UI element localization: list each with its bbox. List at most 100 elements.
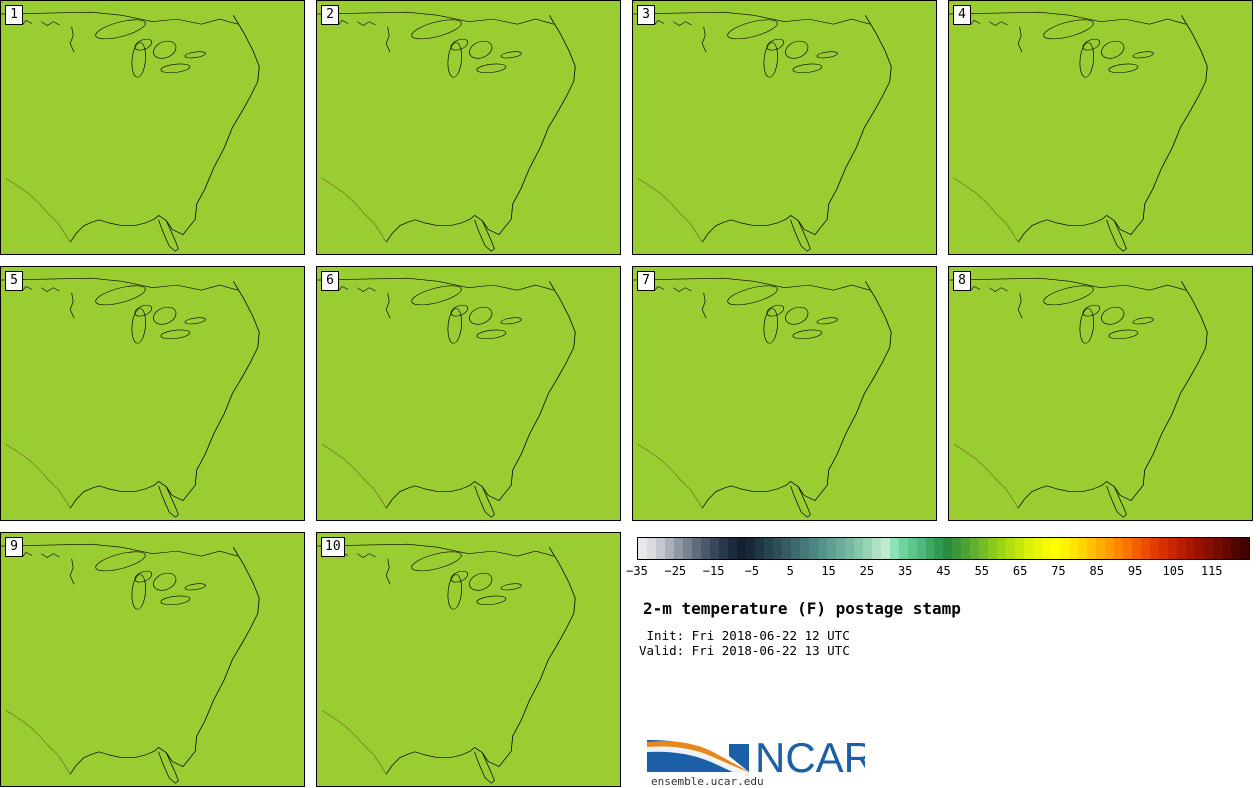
ncar-logo-mark <box>647 734 749 778</box>
colorbar-swatch <box>1132 538 1142 559</box>
colorbar-swatch <box>709 538 719 559</box>
colorbar-swatch <box>638 538 647 559</box>
colorbar-swatch <box>979 538 989 559</box>
colorbar-swatch <box>1221 538 1231 559</box>
colorbar-swatch <box>1230 538 1240 559</box>
colorbar-tick-label: −35 <box>626 564 648 578</box>
colorbar-swatch <box>1186 538 1196 559</box>
colorbar-swatch <box>1096 538 1106 559</box>
colorbar-swatch <box>1150 538 1160 559</box>
colorbar-swatch <box>889 538 899 559</box>
colorbar-swatch <box>853 538 863 559</box>
map-panel-7[interactable]: 7 <box>632 266 937 521</box>
colorbar-swatch <box>943 538 953 559</box>
colorbar-tick-label: 5 <box>787 564 794 578</box>
colorbar-swatch <box>745 538 755 559</box>
colorbar-swatch <box>700 538 710 559</box>
colorbar-swatch <box>844 538 854 559</box>
colorbar-tick-label: 75 <box>1051 564 1065 578</box>
colorbar-swatch <box>1159 538 1169 559</box>
colorbar-tick-label: 65 <box>1013 564 1027 578</box>
colorbar-swatch <box>808 538 818 559</box>
colorbar-swatch <box>898 538 908 559</box>
colorbar-swatch <box>790 538 800 559</box>
colorbar-swatch <box>781 538 791 559</box>
colorbar-tick-label: 15 <box>821 564 835 578</box>
colorbar-swatch <box>646 538 656 559</box>
panel-number-label: 6 <box>321 271 339 291</box>
colorbar-swatch <box>934 538 944 559</box>
colorbar-swatch <box>673 538 683 559</box>
panel-number-label: 1 <box>5 5 23 25</box>
colorbar-tick-label: 115 <box>1201 564 1223 578</box>
colorbar-swatch <box>1078 538 1088 559</box>
colorbar-swatch <box>727 538 737 559</box>
panel-number-label: 8 <box>953 271 971 291</box>
ncar-logo-text: NCAR <box>755 734 865 781</box>
colorbar-swatch <box>880 538 890 559</box>
colorbar-tick-label: 25 <box>860 564 874 578</box>
colorbar-swatch <box>952 538 962 559</box>
colorbar-swatch <box>826 538 836 559</box>
colorbar-swatch <box>916 538 926 559</box>
panel-number-label: 10 <box>321 537 345 557</box>
colorbar-legend: −35 −25 −15 −5 5 15 25 35 45 55 65 75 85 95 105 115 <box>626 537 1250 582</box>
colorbar-tick-label: 45 <box>936 564 950 578</box>
colorbar-swatch <box>754 538 764 559</box>
colorbar-swatch <box>835 538 845 559</box>
panel-number-label: 5 <box>5 271 23 291</box>
colorbar-swatch <box>1114 538 1124 559</box>
map-panel-6[interactable]: 6 <box>316 266 621 521</box>
colorbar-tick-label: −5 <box>745 564 759 578</box>
colorbar-swatch <box>997 538 1007 559</box>
colorbar-swatch <box>1141 538 1151 559</box>
colorbar-tick-label: −15 <box>703 564 725 578</box>
colorbar-swatch <box>664 538 674 559</box>
colorbar-swatch <box>1239 538 1249 559</box>
panel-number-label: 2 <box>321 5 339 25</box>
panel-number-label: 3 <box>637 5 655 25</box>
colorbar-swatch <box>1177 538 1187 559</box>
map-panel-3[interactable]: 3 <box>632 0 937 255</box>
colorbar-tick-label: −25 <box>664 564 686 578</box>
panel-number-label: 4 <box>953 5 971 25</box>
panel-number-label: 9 <box>5 537 23 557</box>
map-panel-2[interactable]: 2 <box>316 0 621 255</box>
colorbar-swatch <box>907 538 917 559</box>
colorbar-swatch <box>1123 538 1133 559</box>
map-panel-9[interactable]: 9 <box>0 532 305 787</box>
panel-number-label: 7 <box>637 271 655 291</box>
colorbar-swatch <box>682 538 692 559</box>
colorbar-swatch <box>763 538 773 559</box>
colorbar <box>637 537 1250 560</box>
colorbar-swatch <box>718 538 728 559</box>
ncar-logo: NCAR <box>647 734 865 781</box>
colorbar-swatch <box>961 538 971 559</box>
colorbar-ticks: −35 −25 −15 −5 5 15 25 35 45 55 65 75 85 95 105 115 <box>626 562 1250 582</box>
colorbar-swatch <box>988 538 998 559</box>
colorbar-tick-label: 95 <box>1128 564 1142 578</box>
map-panel-1[interactable]: 1 <box>0 0 305 255</box>
colorbar-tick-label: 55 <box>975 564 989 578</box>
colorbar-swatch <box>1105 538 1115 559</box>
colorbar-swatch <box>925 538 935 559</box>
map-panel-10[interactable]: 10 <box>316 532 621 787</box>
map-panel-5[interactable]: 5 <box>0 266 305 521</box>
colorbar-swatch <box>736 538 746 559</box>
colorbar-swatch <box>871 538 881 559</box>
colorbar-tick-label: 35 <box>898 564 912 578</box>
colorbar-swatch <box>1204 538 1213 559</box>
colorbar-swatch <box>655 538 665 559</box>
colorbar-swatch <box>1069 538 1079 559</box>
map-panel-4[interactable]: 4 <box>948 0 1253 255</box>
colorbar-swatch <box>1015 538 1025 559</box>
logo-url-text: ensemble.ucar.edu <box>651 775 764 788</box>
colorbar-swatch <box>1006 538 1016 559</box>
map-panel-8[interactable]: 8 <box>948 266 1253 521</box>
colorbar-swatch <box>691 538 701 559</box>
colorbar-swatch <box>1087 538 1097 559</box>
colorbar-swatch <box>1051 538 1061 559</box>
colorbar-swatch <box>970 538 980 559</box>
colorbar-swatch <box>772 538 782 559</box>
